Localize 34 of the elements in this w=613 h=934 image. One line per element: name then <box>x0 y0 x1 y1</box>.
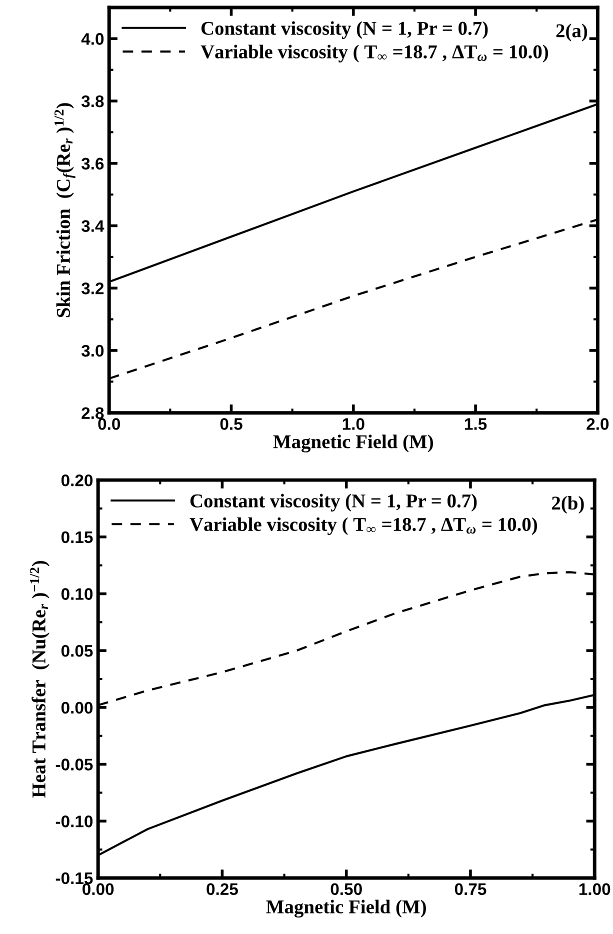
y-tick-label: 0.05 <box>61 645 93 657</box>
y-tick-label: -0.10 <box>56 816 93 828</box>
y-tick-label: 0.15 <box>61 531 93 544</box>
y-tick-label: 3.2 <box>81 282 104 294</box>
y-tick-label: 0.10 <box>61 588 93 600</box>
y-tick-label: 3.0 <box>81 344 104 357</box>
y-tick-label: -0.15 <box>56 872 93 884</box>
y-axis-title: Skin Friction (C$_{f}$(Re$_{r}$ )$^{1/2}$) <box>54 103 76 318</box>
x-tick-label: 0.25 <box>206 883 238 896</box>
annotation: 2(a) <box>556 24 588 42</box>
y-tick-label: 3.4 <box>81 220 104 232</box>
y-tick-label: 2.8 <box>82 407 104 420</box>
y-axis-title: Heat Transfer (Nu(Re$_{r}$ )$^{−1/2}$) <box>30 560 50 798</box>
x-axis-title: Magnetic Field (M) <box>266 900 426 918</box>
y-tick-label: 3.6 <box>81 158 104 170</box>
y-tick-label: 4.0 <box>81 33 104 45</box>
legend-label: Constant viscosity (N = 1, Pr = 0.7) <box>190 494 477 512</box>
x-tick-label: 2.0 <box>586 418 609 430</box>
y-tick-label: 0.00 <box>61 702 93 714</box>
y-tick-label: 3.8 <box>81 95 104 108</box>
legend-label: Constant viscosity (N = 1, Pr = 0.7) <box>201 21 488 39</box>
legend-label: Variable viscosity ( T$_{∞}$ =18.7 , ΔT$_{ω}$ = 10.0) <box>190 517 537 536</box>
x-tick-label: 0.50 <box>330 883 362 896</box>
annotation: 2(b) <box>552 496 584 514</box>
legend-label: Variable viscosity ( T$_{∞}$ =18.7 , ΔT$_{ω}$ = 10.0) <box>200 44 548 62</box>
x-tick-label: 0.75 <box>454 883 486 896</box>
x-axis-title: Magnetic Field (M) <box>273 434 433 452</box>
y-tick-label: -0.05 <box>56 758 93 770</box>
x-tick-label: 0.5 <box>220 418 242 430</box>
x-tick-label: 1.00 <box>579 883 610 896</box>
y-tick-label: 0.20 <box>61 474 93 486</box>
x-tick-label: 1.0 <box>342 418 364 430</box>
x-tick-label: 0.0 <box>98 418 120 430</box>
x-tick-label: 1.5 <box>465 418 487 430</box>
